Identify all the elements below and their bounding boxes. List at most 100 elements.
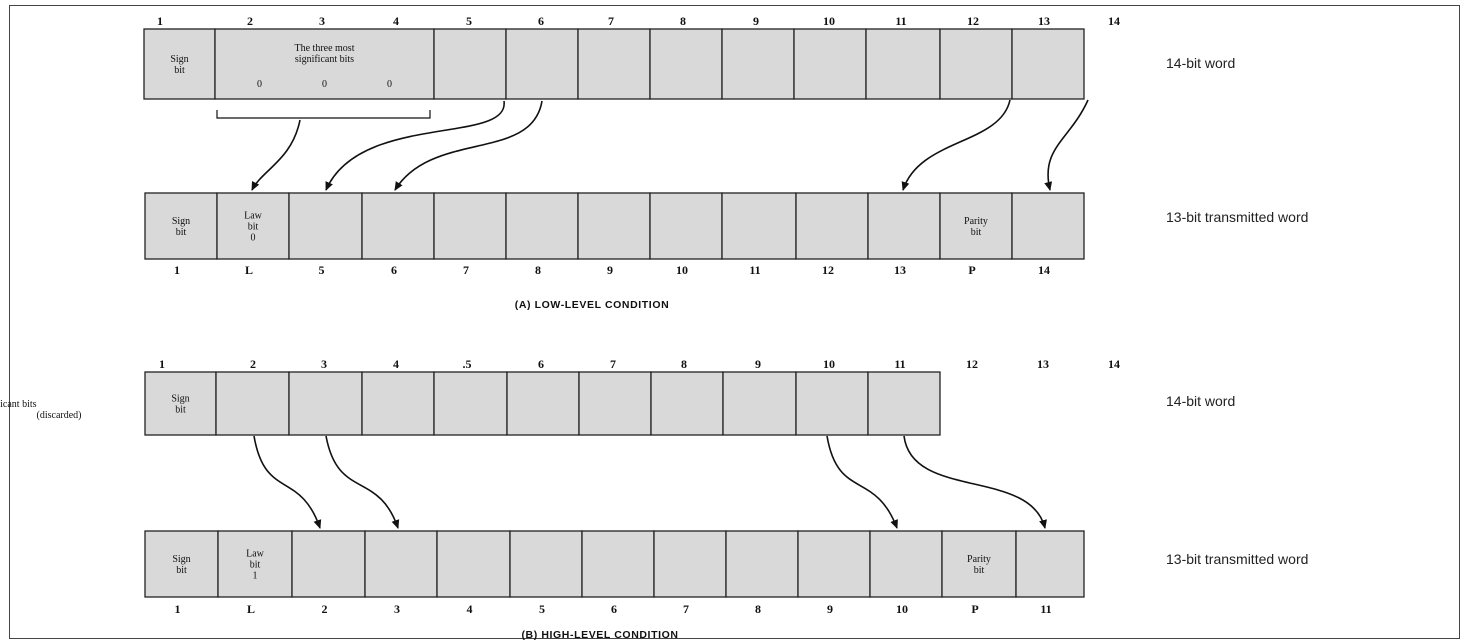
top-bit-number: 4: [393, 14, 399, 28]
top-bit-number: 12: [966, 357, 978, 371]
top-bit-number: 14: [1108, 14, 1120, 28]
bottom-bit-number: 3: [394, 602, 400, 616]
top-bit-number: 13: [1038, 14, 1050, 28]
bottom-cell-label: Law bit 0: [244, 211, 263, 244]
transmitted-word-cell: [217, 530, 293, 598]
top-bit-number: 11: [894, 357, 905, 371]
transmitted-word-cell: [577, 192, 651, 260]
bottom-bit-number: 10: [896, 602, 908, 616]
transmitted-word-cell: [291, 530, 366, 598]
top-cell-label: The three leastsignificant bits(discarde…: [0, 388, 82, 421]
top-cell-label: Sign bit: [171, 394, 189, 416]
bottom-bit-number: L: [247, 602, 255, 616]
msb-value: 0: [387, 79, 392, 90]
figure-frame: [9, 5, 1460, 639]
top-bit-number: 11: [895, 14, 906, 28]
bottom-bit-number: 12: [822, 263, 834, 277]
transmitted-word-cell: [797, 530, 871, 598]
top-word-cell: [721, 28, 795, 100]
bottom-bit-number: 5: [539, 602, 545, 616]
bottom-cell-label: Sign bit: [172, 554, 190, 576]
msb-bracket: [216, 110, 431, 119]
mapping-arrow: [325, 435, 400, 529]
bottom-bit-number: 2: [322, 602, 328, 616]
top-bit-number: 10: [823, 14, 835, 28]
bottom-bit-number: 13: [894, 263, 906, 277]
bottom-bit-number: L: [245, 263, 253, 277]
bottom-bit-number: 1: [174, 263, 180, 277]
top-word-cell: [867, 371, 941, 436]
transmitted-word-cell: [795, 192, 869, 260]
top-bit-number: 8: [681, 357, 687, 371]
transmitted-word-cell: [288, 192, 363, 260]
top-word-cell: [939, 28, 1013, 100]
bottom-bit-number: 1: [175, 602, 181, 616]
mapping-arrow: [901, 99, 1011, 191]
transmitted-word-cell: [1011, 192, 1085, 260]
transmitted-word-cell: [721, 192, 797, 260]
top-cell-label: Sign bit: [170, 54, 188, 76]
top-bit-number: 13: [1037, 357, 1049, 371]
bottom-bit-number: 8: [535, 263, 541, 277]
bottom-cell-label: Law bit 1: [246, 549, 265, 582]
mapping-arrow: [253, 435, 322, 529]
bottom-bit-number: 4: [467, 602, 473, 616]
top-bit-number: 9: [753, 14, 759, 28]
top-word-cell: [650, 371, 724, 436]
top-word-cell: [433, 28, 507, 100]
transmitted-word-cell: [361, 192, 435, 260]
top-word-cell: [505, 28, 579, 100]
top-bit-number: 3: [321, 357, 327, 371]
bottom-bit-number: 5: [319, 263, 325, 277]
transmitted-word-cell: [725, 530, 799, 598]
top-bit-number: 4: [393, 357, 399, 371]
top-bit-number: 6: [538, 14, 544, 28]
bottom-bit-number: P: [971, 602, 978, 616]
transmitted-word-cell: [144, 192, 218, 260]
bottom-bit-number: 8: [755, 602, 761, 616]
msb-value: 0: [257, 79, 262, 90]
top-bit-number: 2: [247, 14, 253, 28]
top-bit-number: 7: [610, 357, 616, 371]
transmitted-word-cell: [867, 192, 941, 260]
transmitted-word-cell: [364, 530, 438, 598]
bottom-bit-number: 6: [391, 263, 397, 277]
top-bit-number: 2: [250, 357, 256, 371]
bottom-bit-number: 10: [676, 263, 688, 277]
top-word-cell: [1011, 28, 1085, 100]
top-word-cell: [865, 28, 941, 100]
top-bit-number: 10: [823, 357, 835, 371]
transmitted-word-cell: [505, 192, 579, 260]
bottom-bit-number: 9: [827, 602, 833, 616]
mapping-arrow: [394, 100, 543, 191]
top-bit-number: 6: [538, 357, 544, 371]
top-cell-label: The three most significant bits: [295, 43, 355, 65]
top-word-cell: [577, 28, 651, 100]
top-word-cell: [288, 371, 363, 436]
mapping-arrow: [903, 435, 1047, 529]
transmitted-word-cell: [216, 192, 290, 260]
top-bit-number: 14: [1108, 357, 1120, 371]
panel-caption: (B) HIGH-LEVEL CONDITION: [521, 629, 678, 641]
bottom-cell-label: Parity bit: [967, 554, 991, 576]
top-word-cell: [361, 371, 435, 436]
transmitted-word-cell: [1015, 530, 1085, 598]
transmitted-word-cell: [653, 530, 727, 598]
bottom-cell-label: Parity bit: [964, 216, 988, 238]
bottom-bit-number: 6: [611, 602, 617, 616]
top-word-cell: [795, 371, 869, 436]
mapping-arrow: [325, 100, 505, 191]
top-word-cell: [793, 28, 867, 100]
transmitted-word-cell: [436, 530, 511, 598]
bottom-bit-number: 7: [683, 602, 689, 616]
top-bit-number: 7: [608, 14, 614, 28]
msb-value: 0: [322, 79, 327, 90]
transmitted-word-cell: [433, 192, 507, 260]
transmitted-word-cell: [869, 530, 943, 598]
bottom-bit-number: 7: [463, 263, 469, 277]
bottom-word-label: 13-bit transmitted word: [1166, 551, 1308, 567]
transmitted-word-cell: [144, 530, 219, 598]
bottom-bit-number: 14: [1038, 263, 1050, 277]
